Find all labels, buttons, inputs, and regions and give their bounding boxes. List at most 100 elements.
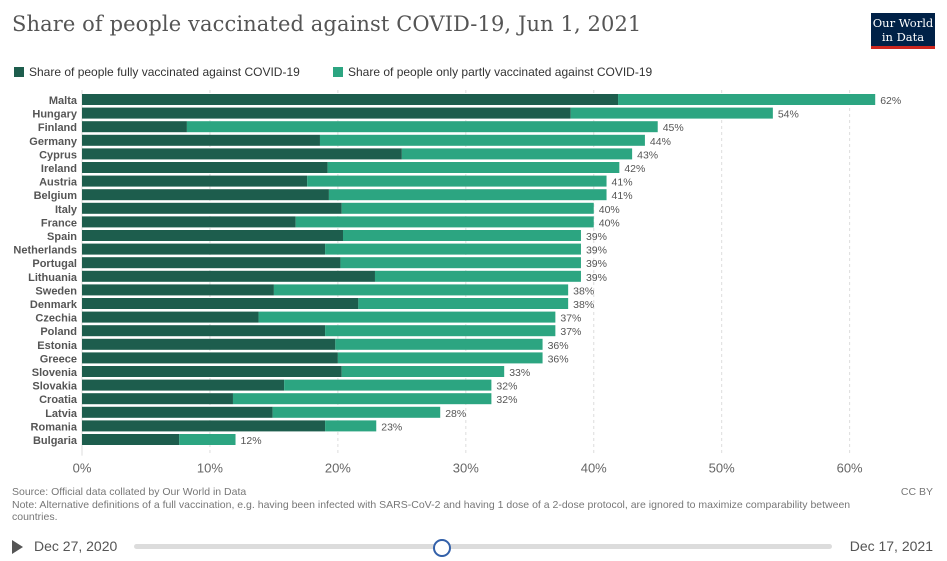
bar-fully-vaccinated <box>82 216 296 228</box>
total-value-label: 40% <box>599 204 620 216</box>
bar-fully-vaccinated <box>82 366 342 377</box>
total-value-label: 28% <box>445 408 466 420</box>
country-label: Hungary <box>32 109 78 121</box>
bar-partly-vaccinated <box>342 230 581 241</box>
total-value-label: 32% <box>496 394 517 406</box>
bar-fully-vaccinated <box>82 393 233 405</box>
bar-partly-vaccinated <box>337 352 543 364</box>
bar-partly-vaccinated <box>273 284 569 296</box>
total-value-label: 42% <box>624 163 645 175</box>
bar-fully-vaccinated <box>82 202 342 214</box>
bar-fully-vaccinated <box>82 325 326 337</box>
bar-fully-vaccinated <box>82 94 619 105</box>
chart-title: Share of people vaccinated against COVID… <box>12 12 642 36</box>
total-value-label: 36% <box>548 340 569 352</box>
bar-partly-vaccinated <box>341 366 505 377</box>
bar-fully-vaccinated <box>82 175 308 187</box>
bar-fully-vaccinated <box>82 243 326 255</box>
timeline-end-date: Dec 17, 2021 <box>849 538 933 554</box>
legend-item-fully[interactable]: Share of people fully vaccinated against… <box>14 65 300 79</box>
bar-partly-vaccinated <box>341 202 594 214</box>
bar-fully-vaccinated <box>82 420 326 432</box>
bar-fully-vaccinated <box>82 107 571 119</box>
x-tick-label: 60% <box>837 461 863 475</box>
bar-partly-vaccinated <box>618 94 876 105</box>
bar-partly-vaccinated <box>272 406 441 418</box>
bar-partly-vaccinated <box>186 121 658 133</box>
bar-fully-vaccinated <box>82 230 343 241</box>
country-label: Finland <box>38 122 77 134</box>
bar-partly-vaccinated <box>295 216 594 228</box>
country-label: Cyprus <box>39 149 77 161</box>
bar-partly-vaccinated <box>319 134 645 146</box>
play-icon[interactable] <box>12 540 23 554</box>
total-value-label: 54% <box>778 109 799 121</box>
legend-swatch-fully <box>14 67 24 77</box>
total-value-label: 41% <box>612 177 633 189</box>
legend-swatch-partly <box>333 67 343 77</box>
timeline-slider: Dec 27, 2020 Dec 17, 2021 <box>0 536 947 558</box>
country-label: Romania <box>31 421 78 433</box>
bar-fully-vaccinated <box>82 284 274 296</box>
timeline-track[interactable] <box>134 544 832 549</box>
country-label: Portugal <box>32 258 77 270</box>
country-label: France <box>41 217 77 229</box>
bar-fully-vaccinated <box>82 352 338 364</box>
total-value-label: 32% <box>496 381 517 393</box>
country-label: Greece <box>40 353 77 365</box>
country-label: Netherlands <box>13 245 77 257</box>
country-label: Croatia <box>39 394 78 406</box>
total-value-label: 43% <box>637 149 658 161</box>
total-value-label: 12% <box>241 435 262 447</box>
country-label: Lithuania <box>28 272 78 284</box>
x-tick-label: 30% <box>453 461 479 475</box>
bar-partly-vaccinated <box>335 338 543 350</box>
bar-fully-vaccinated <box>82 257 341 269</box>
total-value-label: 36% <box>548 353 569 365</box>
bar-partly-vaccinated <box>179 434 236 445</box>
country-label: Ireland <box>41 163 77 175</box>
bar-partly-vaccinated <box>258 311 556 323</box>
bar-partly-vaccinated <box>327 162 620 173</box>
definition-note: Note: Alternative definitions of a full … <box>12 499 851 523</box>
country-label: Bulgaria <box>33 435 78 447</box>
bar-fully-vaccinated <box>82 406 273 418</box>
x-tick-label: 50% <box>709 461 735 475</box>
total-value-label: 37% <box>560 313 581 325</box>
country-label: Czechia <box>35 313 77 325</box>
bar-partly-vaccinated <box>325 243 581 255</box>
country-label: Denmark <box>30 299 78 311</box>
bar-fully-vaccinated <box>82 162 328 173</box>
bar-partly-vaccinated <box>307 175 607 187</box>
legend-label-partly: Share of people only partly vaccinated a… <box>348 65 653 79</box>
country-label: Austria <box>39 177 78 189</box>
total-value-label: 45% <box>663 122 684 134</box>
total-value-label: 39% <box>586 258 607 270</box>
total-value-label: 41% <box>612 190 633 202</box>
country-label: Sweden <box>35 285 77 297</box>
legend-item-partly[interactable]: Share of people only partly vaccinated a… <box>333 65 652 79</box>
bar-fully-vaccinated <box>82 298 359 309</box>
logo-accent-bar <box>871 46 935 49</box>
bar-fully-vaccinated <box>82 134 320 146</box>
bar-partly-vaccinated <box>284 379 492 391</box>
total-value-label: 44% <box>650 136 671 148</box>
total-value-label: 33% <box>509 367 530 379</box>
total-value-label: 40% <box>599 217 620 229</box>
timeline-handle[interactable] <box>433 539 452 557</box>
our-world-in-data-logo[interactable]: Our World in Data <box>871 13 935 49</box>
bar-partly-vaccinated <box>328 189 607 201</box>
bar-fully-vaccinated <box>82 338 336 350</box>
bar-fully-vaccinated <box>82 434 180 445</box>
vaccination-bar-chart: 0% 10% 20% 30% 40% 50% 60% Malta 62% Hungary 54% Fi… <box>13 90 901 475</box>
bar-fully-vaccinated <box>82 148 402 160</box>
country-label: Malta <box>49 95 78 107</box>
bar-partly-vaccinated <box>325 420 377 432</box>
bar-fully-vaccinated <box>82 311 259 323</box>
country-label: Slovenia <box>32 367 78 379</box>
country-label: Belgium <box>34 190 78 202</box>
license-label[interactable]: CC BY <box>900 486 933 498</box>
country-label: Spain <box>47 231 77 243</box>
source-note: Source: Official data collated by Our Wo… <box>12 486 247 498</box>
country-label: Germany <box>29 136 78 148</box>
